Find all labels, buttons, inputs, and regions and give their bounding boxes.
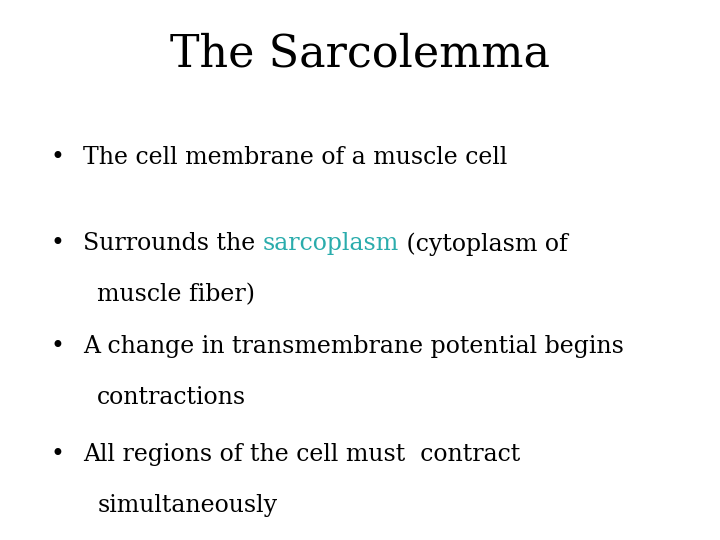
- Text: The cell membrane of a muscle cell: The cell membrane of a muscle cell: [83, 146, 507, 169]
- Text: •: •: [50, 232, 64, 255]
- Text: The Sarcolemma: The Sarcolemma: [170, 32, 550, 76]
- Text: •: •: [50, 443, 64, 466]
- Text: •: •: [50, 335, 64, 358]
- Text: Surrounds the: Surrounds the: [83, 232, 263, 255]
- Text: All regions of the cell must  contract: All regions of the cell must contract: [83, 443, 520, 466]
- Text: (cytoplasm of: (cytoplasm of: [399, 232, 567, 256]
- Text: simultaneously: simultaneously: [97, 494, 277, 517]
- Text: muscle fiber): muscle fiber): [97, 284, 255, 307]
- Text: contractions: contractions: [97, 386, 246, 409]
- Text: A change in transmembrane potential begins: A change in transmembrane potential begi…: [83, 335, 624, 358]
- Text: sarcoplasm: sarcoplasm: [263, 232, 399, 255]
- Text: •: •: [50, 146, 64, 169]
